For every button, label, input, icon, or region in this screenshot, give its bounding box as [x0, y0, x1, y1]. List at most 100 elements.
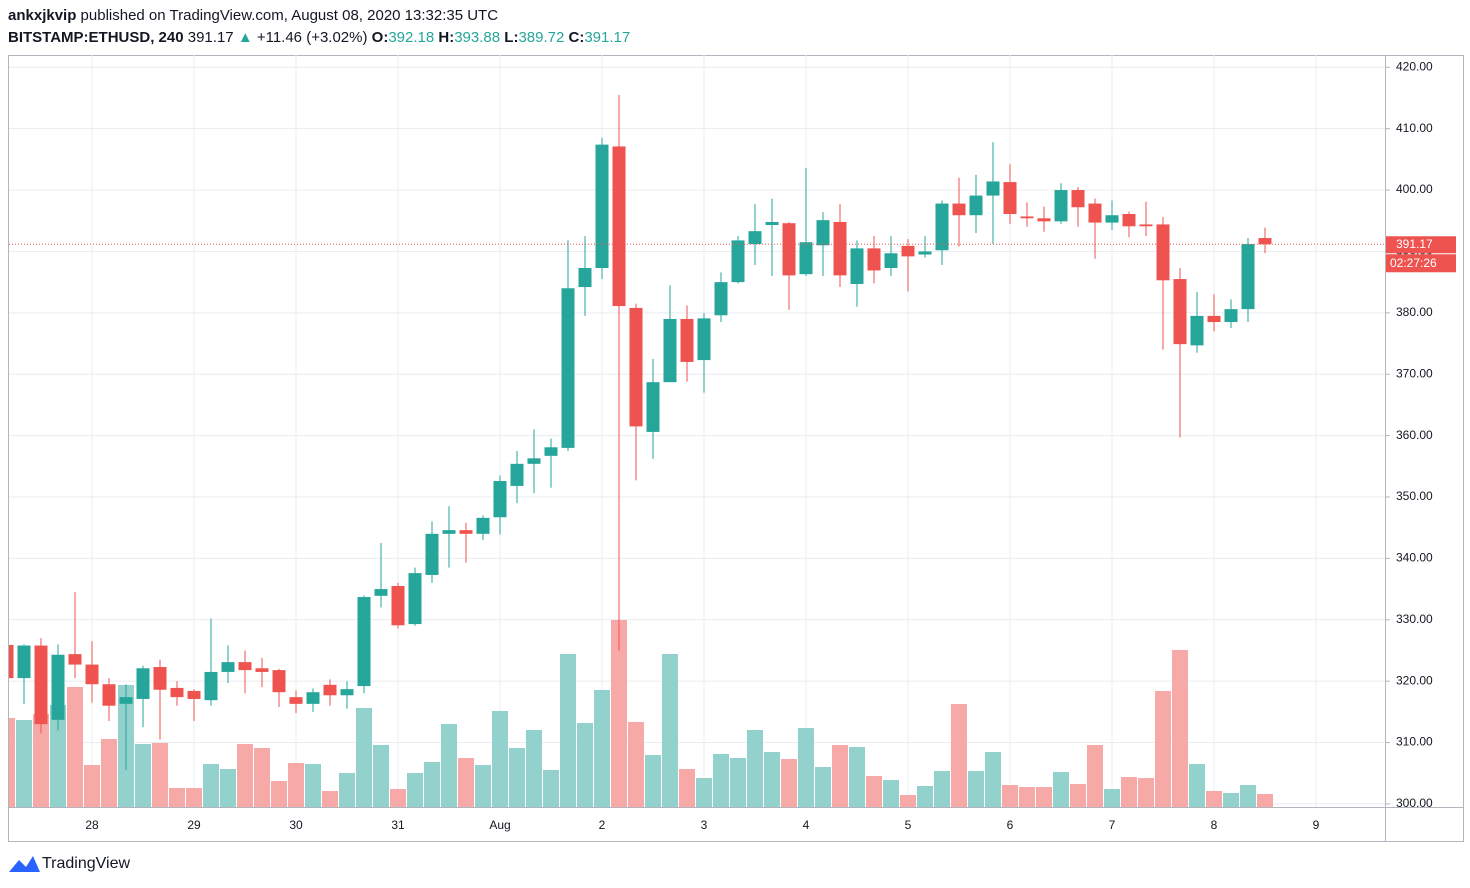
- volume-bar: [985, 752, 1001, 807]
- candle-body: [153, 667, 167, 690]
- candle-body: [799, 242, 813, 275]
- candle-body: [119, 697, 133, 704]
- close-value: 391.17: [584, 29, 630, 46]
- volume-bar: [577, 723, 593, 807]
- volume-bar: [1257, 794, 1273, 807]
- candle-body: [187, 690, 201, 699]
- volume-bar: [560, 654, 576, 807]
- x-tick-label: 9: [1313, 818, 1320, 832]
- y-tick-label: 310.00: [1396, 735, 1433, 749]
- candle-body: [493, 481, 507, 518]
- candle-body: [1088, 203, 1102, 223]
- candle-body: [1105, 215, 1119, 223]
- candle-body: [595, 144, 609, 269]
- volume-bar: [356, 708, 372, 807]
- candle-body: [782, 223, 796, 276]
- candle-body: [1003, 182, 1017, 214]
- axes: 300.00 310.00 320.00 330.00 340.00 350.00 360.…: [85, 59, 1456, 832]
- volume-bar: [662, 654, 678, 807]
- volume-bar: [288, 763, 304, 807]
- volume-bar: [390, 789, 406, 807]
- candle-body: [306, 692, 320, 704]
- grid: [9, 55, 1385, 807]
- candle-layer: [9, 94, 1385, 771]
- symbol-line: BITSTAMP:ETHUSD, 240 391.17 ▲ +11.46 (+3…: [8, 29, 630, 46]
- volume-bar: [968, 771, 984, 807]
- candle-body: [102, 684, 116, 706]
- volume-bar: [849, 747, 865, 807]
- candle-body: [238, 662, 252, 671]
- volume-bar: [1019, 787, 1035, 807]
- candle-body: [969, 195, 983, 216]
- volume-bar: [101, 739, 117, 807]
- candle-body: [510, 463, 524, 486]
- y-tick-label: 380.00: [1396, 305, 1433, 319]
- close-label: C:: [569, 29, 585, 46]
- candle-body: [17, 645, 31, 679]
- volume-bar: [407, 773, 423, 807]
- volume-bar: [305, 764, 321, 807]
- volume-bar: [339, 773, 355, 807]
- candle-body: [1139, 224, 1153, 227]
- volume-bar: [1240, 785, 1256, 807]
- volume-bar: [628, 722, 644, 807]
- price-badge: [1386, 236, 1456, 254]
- volume-bar: [543, 770, 559, 807]
- x-tick-label: 29: [187, 818, 201, 832]
- candle-body: [340, 689, 354, 696]
- candle-body: [204, 671, 218, 701]
- candle-body: [1156, 224, 1170, 281]
- chart-frame: [8, 55, 1464, 842]
- volume-bar: [747, 730, 763, 807]
- candle-body: [884, 253, 898, 269]
- brand: TradingView: [42, 855, 130, 872]
- candle-body: [1258, 238, 1272, 245]
- candle-body: [1020, 216, 1034, 219]
- price-label: 391.17: [1396, 237, 1433, 251]
- candle-body: [85, 664, 99, 685]
- header-line: ankxjkvip published on TradingView.com, …: [8, 7, 498, 24]
- candle-body: [816, 220, 830, 246]
- candle-body: [714, 282, 728, 316]
- x-tick-label: 2: [599, 818, 606, 832]
- volume-bar: [1087, 745, 1103, 807]
- volume-bar: [67, 687, 83, 807]
- volume-bar: [645, 755, 661, 807]
- candle-body: [68, 654, 82, 665]
- volume-bar: [1155, 691, 1171, 807]
- y-tick-label: 360.00: [1396, 428, 1433, 442]
- candle-body: [1054, 190, 1068, 222]
- volume-bar: [50, 705, 66, 807]
- candle-body: [442, 530, 456, 534]
- candle-body: [629, 307, 643, 427]
- volume-bar: [271, 781, 287, 807]
- high-label: H:: [438, 29, 454, 46]
- volume-bar: [883, 780, 899, 807]
- y-tick-label: 400.00: [1396, 182, 1433, 196]
- candle-body: [544, 447, 558, 456]
- candle-body: [901, 245, 915, 257]
- volume-bar: [1002, 785, 1018, 807]
- candle-body: [1224, 309, 1238, 323]
- candle-body: [561, 288, 575, 448]
- volume-bar: [84, 765, 100, 807]
- volume-bar: [16, 720, 32, 807]
- volume-bar: [1172, 650, 1188, 807]
- countdown: 02:27:26: [1390, 256, 1437, 270]
- candle-body: [1122, 213, 1136, 227]
- candle-body: [425, 533, 439, 575]
- volume-bar: [33, 714, 49, 807]
- candle-body: [51, 654, 65, 720]
- x-tick-label: 30: [289, 818, 303, 832]
- candle-body: [459, 530, 473, 534]
- candle-body: [1037, 218, 1051, 222]
- candle-body: [1071, 190, 1085, 208]
- candle-body: [323, 684, 337, 696]
- x-tick-label: 5: [905, 818, 912, 832]
- candle-body: [646, 382, 660, 432]
- brand-logo: TradingView: [9, 855, 130, 872]
- countdown-badge: [1386, 254, 1456, 273]
- y-tick-label: 330.00: [1396, 612, 1433, 626]
- volume-bar: [679, 769, 695, 807]
